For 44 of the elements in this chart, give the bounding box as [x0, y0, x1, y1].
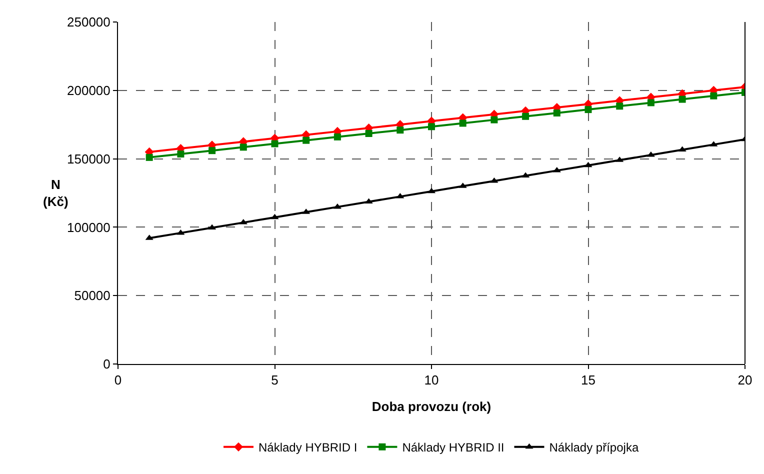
point	[176, 229, 185, 235]
legend-label: Náklady HYBRID II	[402, 440, 504, 455]
point	[240, 144, 247, 151]
point	[334, 133, 341, 140]
x-tick-label: 20	[738, 372, 752, 388]
x-tick-label: 0	[114, 372, 122, 388]
point	[302, 136, 310, 144]
point	[365, 130, 372, 137]
y-tick-label: 200000	[67, 82, 110, 98]
x-axis-title: Doba provozu (rok)	[372, 399, 492, 414]
point	[553, 109, 560, 116]
point	[428, 123, 435, 130]
point	[522, 172, 530, 178]
legend-label: Náklady HYBRID I	[258, 440, 358, 455]
point	[522, 112, 530, 120]
point	[678, 96, 686, 103]
point	[490, 116, 498, 124]
y-tick-label: 100000	[67, 220, 110, 235]
point	[490, 177, 498, 183]
point	[396, 126, 404, 134]
x-tick-label: 5	[271, 372, 278, 388]
point	[647, 99, 654, 106]
point	[646, 151, 655, 157]
point	[146, 154, 153, 161]
point	[584, 162, 592, 168]
point	[177, 150, 184, 158]
point	[271, 140, 278, 148]
point	[459, 120, 466, 127]
point	[710, 92, 718, 100]
legend-label: Náklady přípojka	[549, 440, 639, 455]
x-tick-label: 15	[581, 372, 596, 388]
point	[678, 146, 686, 152]
point	[208, 147, 216, 154]
point	[616, 102, 624, 110]
point	[333, 203, 342, 209]
y-tick-label: 150000	[67, 151, 110, 166]
y-axis-title: N (Kč)	[43, 177, 68, 209]
point	[270, 214, 279, 220]
y-tick-label: 0	[103, 356, 110, 372]
x-tick-label: 10	[424, 372, 439, 388]
y-tick-label: 50000	[74, 288, 110, 304]
point	[584, 106, 592, 114]
y-tick-label: 250000	[67, 14, 110, 30]
point	[364, 198, 373, 204]
